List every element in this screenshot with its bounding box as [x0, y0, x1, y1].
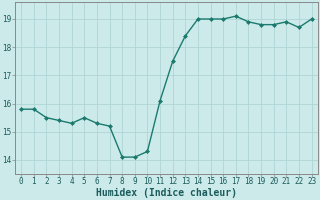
X-axis label: Humidex (Indice chaleur): Humidex (Indice chaleur)	[96, 188, 237, 198]
